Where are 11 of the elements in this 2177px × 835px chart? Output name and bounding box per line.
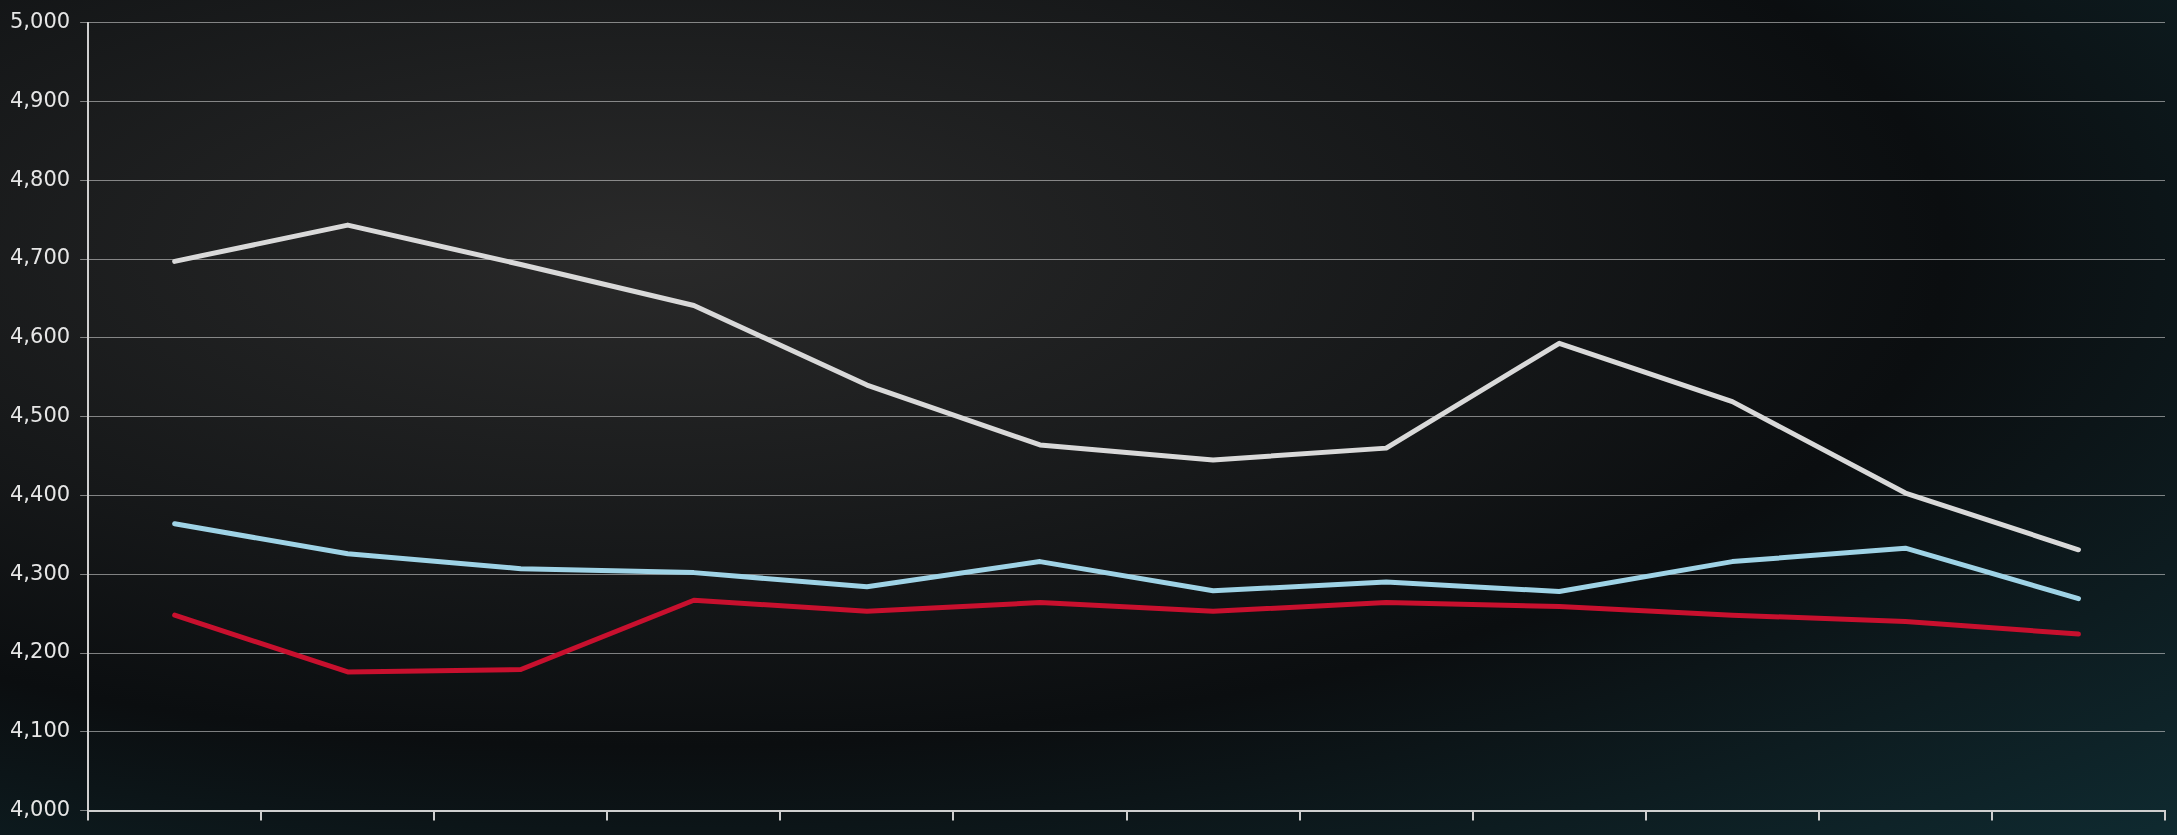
y-tick-label: 4,800: [9, 166, 71, 191]
y-tick-label: 5,000: [9, 9, 71, 34]
y-tick-label: 4,000: [9, 797, 71, 822]
y-tick-label: 4,700: [9, 245, 71, 270]
y-tick-label: 4,100: [9, 718, 71, 743]
y-tick-label: 4,500: [9, 403, 71, 428]
y-tick-label: 4,400: [9, 481, 71, 506]
y-tick-label: 4,200: [9, 639, 71, 664]
y-tick-label: 4,900: [9, 87, 71, 112]
y-tick-label: 4,300: [9, 560, 71, 585]
y-tick-label: 4,600: [9, 324, 71, 349]
